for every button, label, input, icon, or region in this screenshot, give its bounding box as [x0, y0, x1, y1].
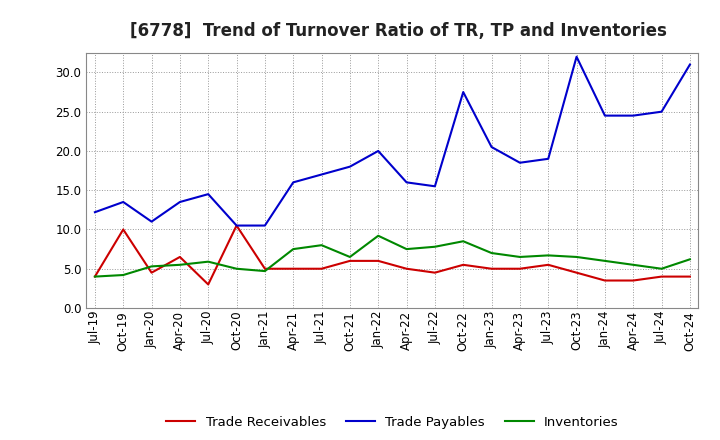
- Inventories: [148, 264, 156, 269]
- Trade Receivables: [261, 266, 269, 271]
- Trade Receivables: [516, 266, 524, 271]
- Trade Payables: [91, 209, 99, 215]
- Trade Payables: [600, 113, 609, 118]
- Trade Payables: [459, 89, 467, 95]
- Inventories: [289, 246, 297, 252]
- Trade Receivables: [600, 278, 609, 283]
- Inventories: [233, 266, 241, 271]
- Trade Payables: [402, 180, 411, 185]
- Trade Payables: [318, 172, 326, 177]
- Trade Receivables: [629, 278, 637, 283]
- Inventories: [629, 262, 637, 268]
- Trade Payables: [176, 199, 184, 205]
- Trade Receivables: [487, 266, 496, 271]
- Text: [6778]  Trend of Turnover Ratio of TR, TP and Inventories: [6778] Trend of Turnover Ratio of TR, TP…: [130, 22, 667, 40]
- Trade Receivables: [289, 266, 297, 271]
- Trade Receivables: [204, 282, 212, 287]
- Line: Inventories: Inventories: [95, 236, 690, 277]
- Inventories: [204, 259, 212, 264]
- Inventories: [119, 272, 127, 278]
- Trade Receivables: [431, 270, 439, 275]
- Inventories: [402, 246, 411, 252]
- Line: Trade Receivables: Trade Receivables: [95, 226, 690, 284]
- Inventories: [516, 254, 524, 260]
- Inventories: [544, 253, 552, 258]
- Trade Receivables: [459, 262, 467, 268]
- Inventories: [600, 258, 609, 264]
- Inventories: [261, 268, 269, 274]
- Legend: Trade Receivables, Trade Payables, Inventories: Trade Receivables, Trade Payables, Inven…: [161, 411, 624, 434]
- Trade Receivables: [176, 254, 184, 260]
- Trade Receivables: [91, 274, 99, 279]
- Trade Payables: [119, 199, 127, 205]
- Trade Receivables: [318, 266, 326, 271]
- Trade Receivables: [119, 227, 127, 232]
- Trade Payables: [261, 223, 269, 228]
- Trade Payables: [572, 54, 581, 59]
- Trade Payables: [516, 160, 524, 165]
- Trade Payables: [487, 144, 496, 150]
- Inventories: [487, 250, 496, 256]
- Inventories: [431, 244, 439, 249]
- Trade Payables: [431, 183, 439, 189]
- Trade Payables: [204, 191, 212, 197]
- Trade Payables: [657, 109, 666, 114]
- Trade Receivables: [148, 270, 156, 275]
- Trade Payables: [544, 156, 552, 161]
- Trade Receivables: [346, 258, 354, 264]
- Trade Receivables: [402, 266, 411, 271]
- Inventories: [572, 254, 581, 260]
- Trade Payables: [148, 219, 156, 224]
- Trade Receivables: [544, 262, 552, 268]
- Trade Receivables: [233, 223, 241, 228]
- Trade Payables: [289, 180, 297, 185]
- Trade Payables: [629, 113, 637, 118]
- Inventories: [176, 262, 184, 268]
- Trade Payables: [233, 223, 241, 228]
- Trade Receivables: [685, 274, 694, 279]
- Inventories: [374, 233, 382, 238]
- Trade Receivables: [572, 270, 581, 275]
- Trade Receivables: [657, 274, 666, 279]
- Trade Payables: [374, 148, 382, 154]
- Trade Payables: [346, 164, 354, 169]
- Line: Trade Payables: Trade Payables: [95, 57, 690, 226]
- Inventories: [685, 257, 694, 262]
- Inventories: [346, 254, 354, 260]
- Inventories: [318, 242, 326, 248]
- Inventories: [459, 238, 467, 244]
- Inventories: [657, 266, 666, 271]
- Inventories: [91, 274, 99, 279]
- Trade Receivables: [374, 258, 382, 264]
- Trade Payables: [685, 62, 694, 67]
